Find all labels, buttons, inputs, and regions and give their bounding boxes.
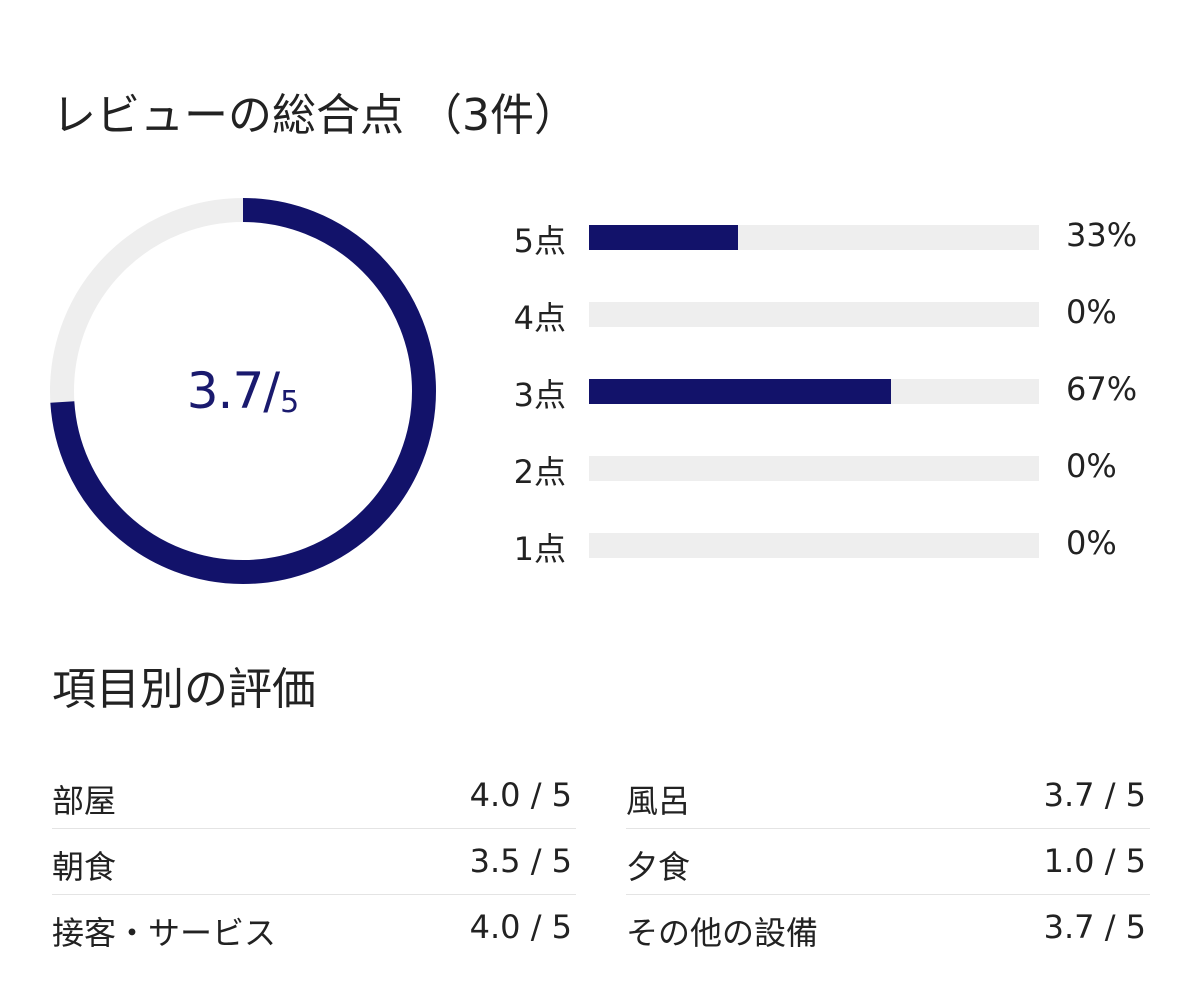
category-score: 4.0 / 5: [469, 908, 572, 946]
score-ring-fill: [50, 198, 436, 584]
distribution-percent: 33%: [1066, 216, 1138, 254]
category-item-breakfast: 朝食 3.5 / 5: [52, 828, 576, 895]
distribution-bar-track: [589, 225, 1039, 250]
distribution-label: 3点: [513, 376, 566, 414]
distribution-bar-fill: [589, 225, 738, 250]
category-name: 接客・サービス: [52, 914, 277, 952]
distribution-label: 1点: [513, 530, 566, 568]
category-score: 3.7 / 5: [1043, 908, 1146, 946]
distribution-row-2: 2点 0%: [490, 429, 1170, 509]
category-name: 朝食: [52, 848, 117, 886]
category-score: 3.7 / 5: [1043, 776, 1146, 814]
distribution-label: 2点: [513, 453, 566, 491]
distribution-percent: 0%: [1066, 447, 1117, 485]
distribution-row-5: 5点 33%: [490, 198, 1170, 278]
distribution-bar-fill: [589, 379, 891, 404]
distribution-percent: 0%: [1066, 293, 1117, 331]
category-name: 部屋: [52, 782, 117, 820]
overall-score-donut: 3.7/5: [50, 198, 436, 584]
category-score: 3.5 / 5: [469, 842, 572, 880]
distribution-percent: 67%: [1066, 370, 1138, 408]
distribution-row-4: 4点 0%: [490, 275, 1170, 355]
category-item-service: 接客・サービス 4.0 / 5: [52, 894, 576, 960]
distribution-label: 4点: [513, 299, 566, 337]
category-item-dinner: 夕食 1.0 / 5: [626, 828, 1150, 895]
overall-score-slash: /: [263, 362, 281, 420]
category-name: 夕食: [626, 848, 691, 886]
distribution-bar-track: [589, 302, 1039, 327]
overall-rating-title: レビューの総合点 （3件）: [52, 90, 578, 141]
distribution-label: 5点: [513, 222, 566, 260]
distribution-row-3: 3点 67%: [490, 352, 1170, 432]
overall-score-value: 3.7: [186, 362, 265, 420]
category-item-other-facilities: その他の設備 3.7 / 5: [626, 894, 1150, 960]
category-rating-title: 項目別の評価: [52, 664, 316, 715]
score-ring: [50, 198, 436, 584]
overall-score-label: 3.7/5: [50, 198, 436, 584]
distribution-bar-track: [589, 456, 1039, 481]
distribution-percent: 0%: [1066, 524, 1117, 562]
category-name: 風呂: [626, 782, 691, 820]
distribution-bar-track: [589, 379, 1039, 404]
category-item-room: 部屋 4.0 / 5: [52, 762, 576, 829]
category-name: その他の設備: [626, 914, 819, 952]
distribution-row-1: 1点 0%: [490, 506, 1170, 586]
category-score: 1.0 / 5: [1043, 842, 1146, 880]
overall-score-max: 5: [280, 385, 300, 420]
distribution-bar-track: [589, 533, 1039, 558]
category-score: 4.0 / 5: [469, 776, 572, 814]
category-item-bath: 風呂 3.7 / 5: [626, 762, 1150, 829]
